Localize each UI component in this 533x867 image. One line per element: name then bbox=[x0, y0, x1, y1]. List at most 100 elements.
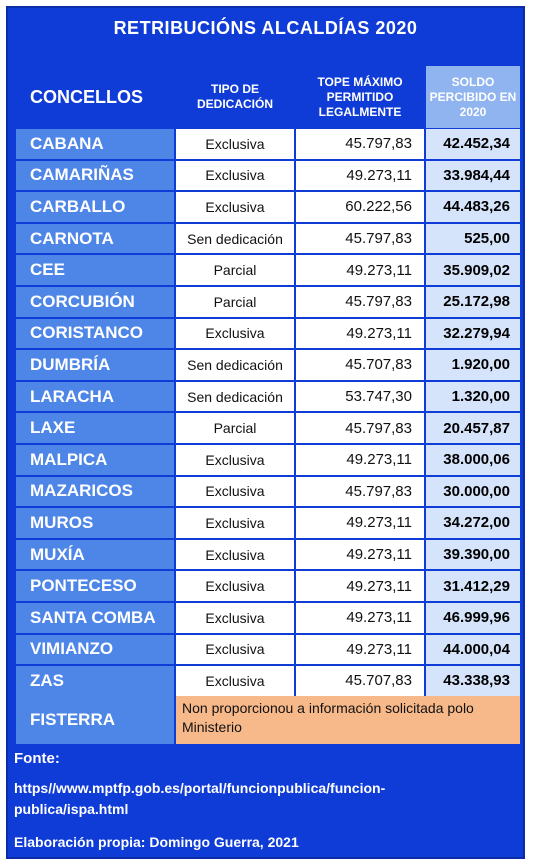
table-row: MUROS Exclusiva 49.273,11 34.272,00 bbox=[16, 507, 520, 539]
tipo-dedicacion-cell: Exclusiva bbox=[176, 192, 294, 222]
soldo-percibido-cell: 33.984,44 bbox=[426, 160, 520, 191]
tope-maximo-cell: 49.273,11 bbox=[296, 444, 424, 475]
soldo-percibido-cell: 43.338,93 bbox=[426, 666, 520, 696]
concello-name: CEE bbox=[16, 255, 174, 285]
credit-text: Elaboración propia: Domingo Guerra, 2021 bbox=[14, 834, 299, 850]
tope-maximo-cell: 49.273,11 bbox=[296, 571, 424, 601]
concello-name: LARACHA bbox=[16, 381, 174, 412]
table-row: MAZARICOS Exclusiva 45.797,83 30.000,00 bbox=[16, 476, 520, 508]
header-soldo-line-3: 2020 bbox=[459, 104, 487, 119]
soldo-percibido-cell: 25.172,98 bbox=[426, 286, 520, 317]
header-tope-line-2: PERMITIDO bbox=[326, 89, 394, 104]
header-tope-line-1: TOPE MÁXIMO bbox=[317, 74, 403, 89]
table-row: CORCUBIÓN Parcial 45.797,83 25.172,98 bbox=[16, 286, 520, 318]
tope-maximo-cell: 45.797,83 bbox=[296, 129, 424, 159]
tipo-dedicacion-cell: Exclusiva bbox=[176, 666, 294, 696]
header-soldo-percibido: SOLDO PERCIBIDO EN 2020 bbox=[426, 66, 520, 128]
source-label: Fonte: bbox=[14, 750, 60, 767]
soldo-percibido-cell: 42.452,34 bbox=[426, 129, 520, 159]
salaries-table: CABANA Exclusiva 45.797,83 42.452,34 CAMARIÑ… bbox=[16, 128, 520, 697]
table-row: CARBALLO Exclusiva 60.222,56 44.483,26 bbox=[16, 191, 520, 223]
table-row: CARNOTA Sen dedicación 45.797,83 525,00 bbox=[16, 223, 520, 255]
tope-maximo-cell: 45.797,83 bbox=[296, 286, 424, 317]
tipo-dedicacion-cell: Exclusiva bbox=[176, 160, 294, 191]
tope-maximo-cell: 45.707,83 bbox=[296, 350, 424, 380]
header-tipo-dedicacion: TIPO DE DEDICACIÓN bbox=[176, 66, 294, 128]
header-concellos: CONCELLOS bbox=[30, 86, 144, 107]
tipo-dedicacion-cell: Exclusiva bbox=[176, 602, 294, 633]
tope-maximo-cell: 49.273,11 bbox=[296, 160, 424, 191]
table-row: CABANA Exclusiva 45.797,83 42.452,34 bbox=[16, 128, 520, 160]
fisterra-note: Non proporcionou a información solicitad… bbox=[176, 696, 520, 744]
concello-name: MUXÍA bbox=[16, 539, 174, 570]
tope-maximo-cell: 49.273,11 bbox=[296, 602, 424, 633]
tope-maximo-cell: 60.222,56 bbox=[296, 192, 424, 222]
tipo-dedicacion-cell: Sen dedicación bbox=[176, 223, 294, 254]
table-row: CAMARIÑAS Exclusiva 49.273,11 33.984,44 bbox=[16, 160, 520, 192]
header-tipo-line-1: TIPO DE bbox=[210, 82, 259, 96]
header-soldo-line-1: SOLDO bbox=[451, 74, 495, 89]
soldo-percibido-cell: 39.390,00 bbox=[426, 539, 520, 570]
table-row: SANTA COMBA Exclusiva 49.273,11 46.999,96 bbox=[16, 602, 520, 634]
tope-maximo-cell: 53.747,30 bbox=[296, 381, 424, 412]
tope-maximo-cell: 49.273,11 bbox=[296, 255, 424, 285]
tope-maximo-cell: 45.797,83 bbox=[296, 413, 424, 443]
concello-name: DUMBRÍA bbox=[16, 350, 174, 380]
table-row: CEE Parcial 49.273,11 35.909,02 bbox=[16, 254, 520, 286]
concello-name: CORCUBIÓN bbox=[16, 286, 174, 317]
soldo-percibido-cell: 525,00 bbox=[426, 223, 520, 254]
concello-name: MALPICA bbox=[16, 444, 174, 475]
table-title: RETRIBUCIÓNS ALCALDÍAS 2020 bbox=[113, 18, 418, 38]
header-tope-line-3: LEGALMENTE bbox=[318, 104, 402, 119]
tipo-dedicacion-cell: Parcial bbox=[176, 413, 294, 443]
tope-maximo-cell: 49.273,11 bbox=[296, 318, 424, 349]
tope-maximo-cell: 45.707,83 bbox=[296, 666, 424, 696]
concello-name: MUROS bbox=[16, 508, 174, 538]
soldo-percibido-cell: 20.457,87 bbox=[426, 413, 520, 443]
concello-name: MAZARICOS bbox=[16, 476, 174, 507]
soldo-percibido-cell: 35.909,02 bbox=[426, 255, 520, 285]
tipo-dedicacion-cell: Exclusiva bbox=[176, 318, 294, 349]
tope-maximo-cell: 49.273,11 bbox=[296, 508, 424, 538]
concello-name: CARBALLO bbox=[16, 192, 174, 222]
table-row: PONTECESO Exclusiva 49.273,11 31.412,29 bbox=[16, 570, 520, 602]
tipo-dedicacion-cell: Parcial bbox=[176, 255, 294, 285]
tope-maximo-cell: 45.797,83 bbox=[296, 223, 424, 254]
tipo-dedicacion-cell: Exclusiva bbox=[176, 476, 294, 507]
concello-name: VIMIANZO bbox=[16, 634, 174, 665]
tipo-dedicacion-cell: Exclusiva bbox=[176, 539, 294, 570]
header-soldo-line-2: PERCIBIDO EN bbox=[429, 89, 517, 104]
soldo-percibido-cell: 1.320,00 bbox=[426, 381, 520, 412]
concello-name: CORISTANCO bbox=[16, 318, 174, 349]
table-row: ZAS Exclusiva 45.707,83 43.338,93 bbox=[16, 665, 520, 697]
table-row: CORISTANCO Exclusiva 49.273,11 32.279,94 bbox=[16, 318, 520, 350]
concello-name: CAMARIÑAS bbox=[16, 160, 174, 191]
table-row: VIMIANZO Exclusiva 49.273,11 44.000,04 bbox=[16, 634, 520, 666]
tipo-dedicacion-cell: Exclusiva bbox=[176, 508, 294, 538]
table-row: MALPICA Exclusiva 49.273,11 38.000,06 bbox=[16, 444, 520, 476]
fisterra-row: FISTERRA Non proporcionou a información … bbox=[16, 696, 520, 744]
tipo-dedicacion-cell: Exclusiva bbox=[176, 571, 294, 601]
soldo-percibido-cell: 30.000,00 bbox=[426, 476, 520, 507]
soldo-percibido-cell: 44.000,04 bbox=[426, 634, 520, 665]
concello-name: LAXE bbox=[16, 413, 174, 443]
soldo-percibido-cell: 31.412,29 bbox=[426, 571, 520, 601]
soldo-percibido-cell: 46.999,96 bbox=[426, 602, 520, 633]
tipo-dedicacion-cell: Parcial bbox=[176, 286, 294, 317]
header-tope-maximo: TOPE MÁXIMO PERMITIDO LEGALMENTE bbox=[296, 66, 424, 128]
tipo-dedicacion-cell: Sen dedicación bbox=[176, 350, 294, 380]
concello-name: CABANA bbox=[16, 129, 174, 159]
table-row: MUXÍA Exclusiva 49.273,11 39.390,00 bbox=[16, 539, 520, 571]
concello-name: ZAS bbox=[16, 666, 174, 696]
soldo-percibido-cell: 32.279,94 bbox=[426, 318, 520, 349]
table-row: LARACHA Sen dedicación 53.747,30 1.320,00 bbox=[16, 381, 520, 413]
table-row: LAXE Parcial 45.797,83 20.457,87 bbox=[16, 412, 520, 444]
tope-maximo-cell: 49.273,11 bbox=[296, 539, 424, 570]
concello-name: CARNOTA bbox=[16, 223, 174, 254]
concello-name: PONTECESO bbox=[16, 571, 174, 601]
table-row: DUMBRÍA Sen dedicación 45.707,83 1.920,00 bbox=[16, 349, 520, 381]
concello-name: SANTA COMBA bbox=[16, 602, 174, 633]
tipo-dedicacion-cell: Sen dedicación bbox=[176, 381, 294, 412]
source-url: https//www.mptfp.gob.es/portal/funcionpu… bbox=[14, 780, 386, 817]
salaries-panel: RETRIBUCIÓNS ALCALDÍAS 2020 CONCELLOS TI… bbox=[6, 6, 525, 859]
